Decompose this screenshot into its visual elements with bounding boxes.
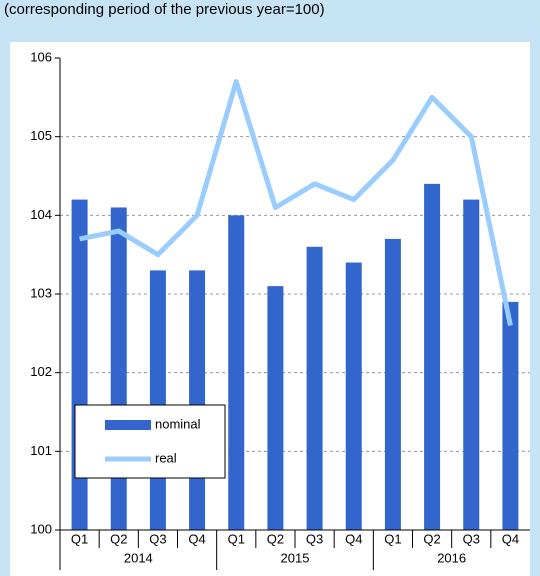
y-tick-label: 105 (30, 128, 52, 143)
group-label: 2016 (437, 550, 466, 565)
x-tick-label: Q4 (188, 531, 205, 546)
x-tick-label: Q2 (110, 531, 127, 546)
legend-swatch (105, 420, 151, 430)
bar (502, 301, 519, 530)
y-tick-label: 103 (30, 285, 52, 300)
bar (306, 246, 323, 531)
x-tick-label: Q2 (267, 531, 284, 546)
bar (345, 262, 362, 530)
x-tick-label: Q4 (502, 531, 519, 546)
y-tick-label: 101 (30, 443, 52, 458)
bar (149, 270, 166, 530)
y-tick-label: 104 (30, 207, 52, 222)
y-tick-label: 100 (30, 521, 52, 536)
x-tick-label: Q4 (345, 531, 362, 546)
bar (228, 215, 245, 531)
bar (384, 238, 401, 530)
x-tick-label: Q2 (423, 531, 440, 546)
bar (424, 183, 441, 530)
legend-label: real (155, 450, 177, 465)
group-label: 2015 (281, 550, 310, 565)
legend-label: nominal (155, 416, 201, 431)
bar (267, 286, 284, 530)
bar (71, 199, 88, 530)
x-tick-label: Q1 (71, 531, 88, 546)
y-tick-label: 106 (30, 49, 52, 64)
group-label: 2014 (124, 550, 153, 565)
bar (463, 199, 480, 530)
line (79, 79, 513, 326)
x-tick-label: Q3 (149, 531, 166, 546)
bar (110, 207, 127, 530)
legend-box (74, 404, 226, 479)
bar (189, 270, 206, 530)
x-tick-label: Q3 (306, 531, 323, 546)
x-tick-label: Q1 (384, 531, 401, 546)
subtitle: (corresponding period of the previous ye… (4, 1, 325, 18)
y-tick-label: 102 (30, 364, 52, 379)
x-tick-label: Q1 (228, 531, 245, 546)
x-tick-label: Q3 (463, 531, 480, 546)
